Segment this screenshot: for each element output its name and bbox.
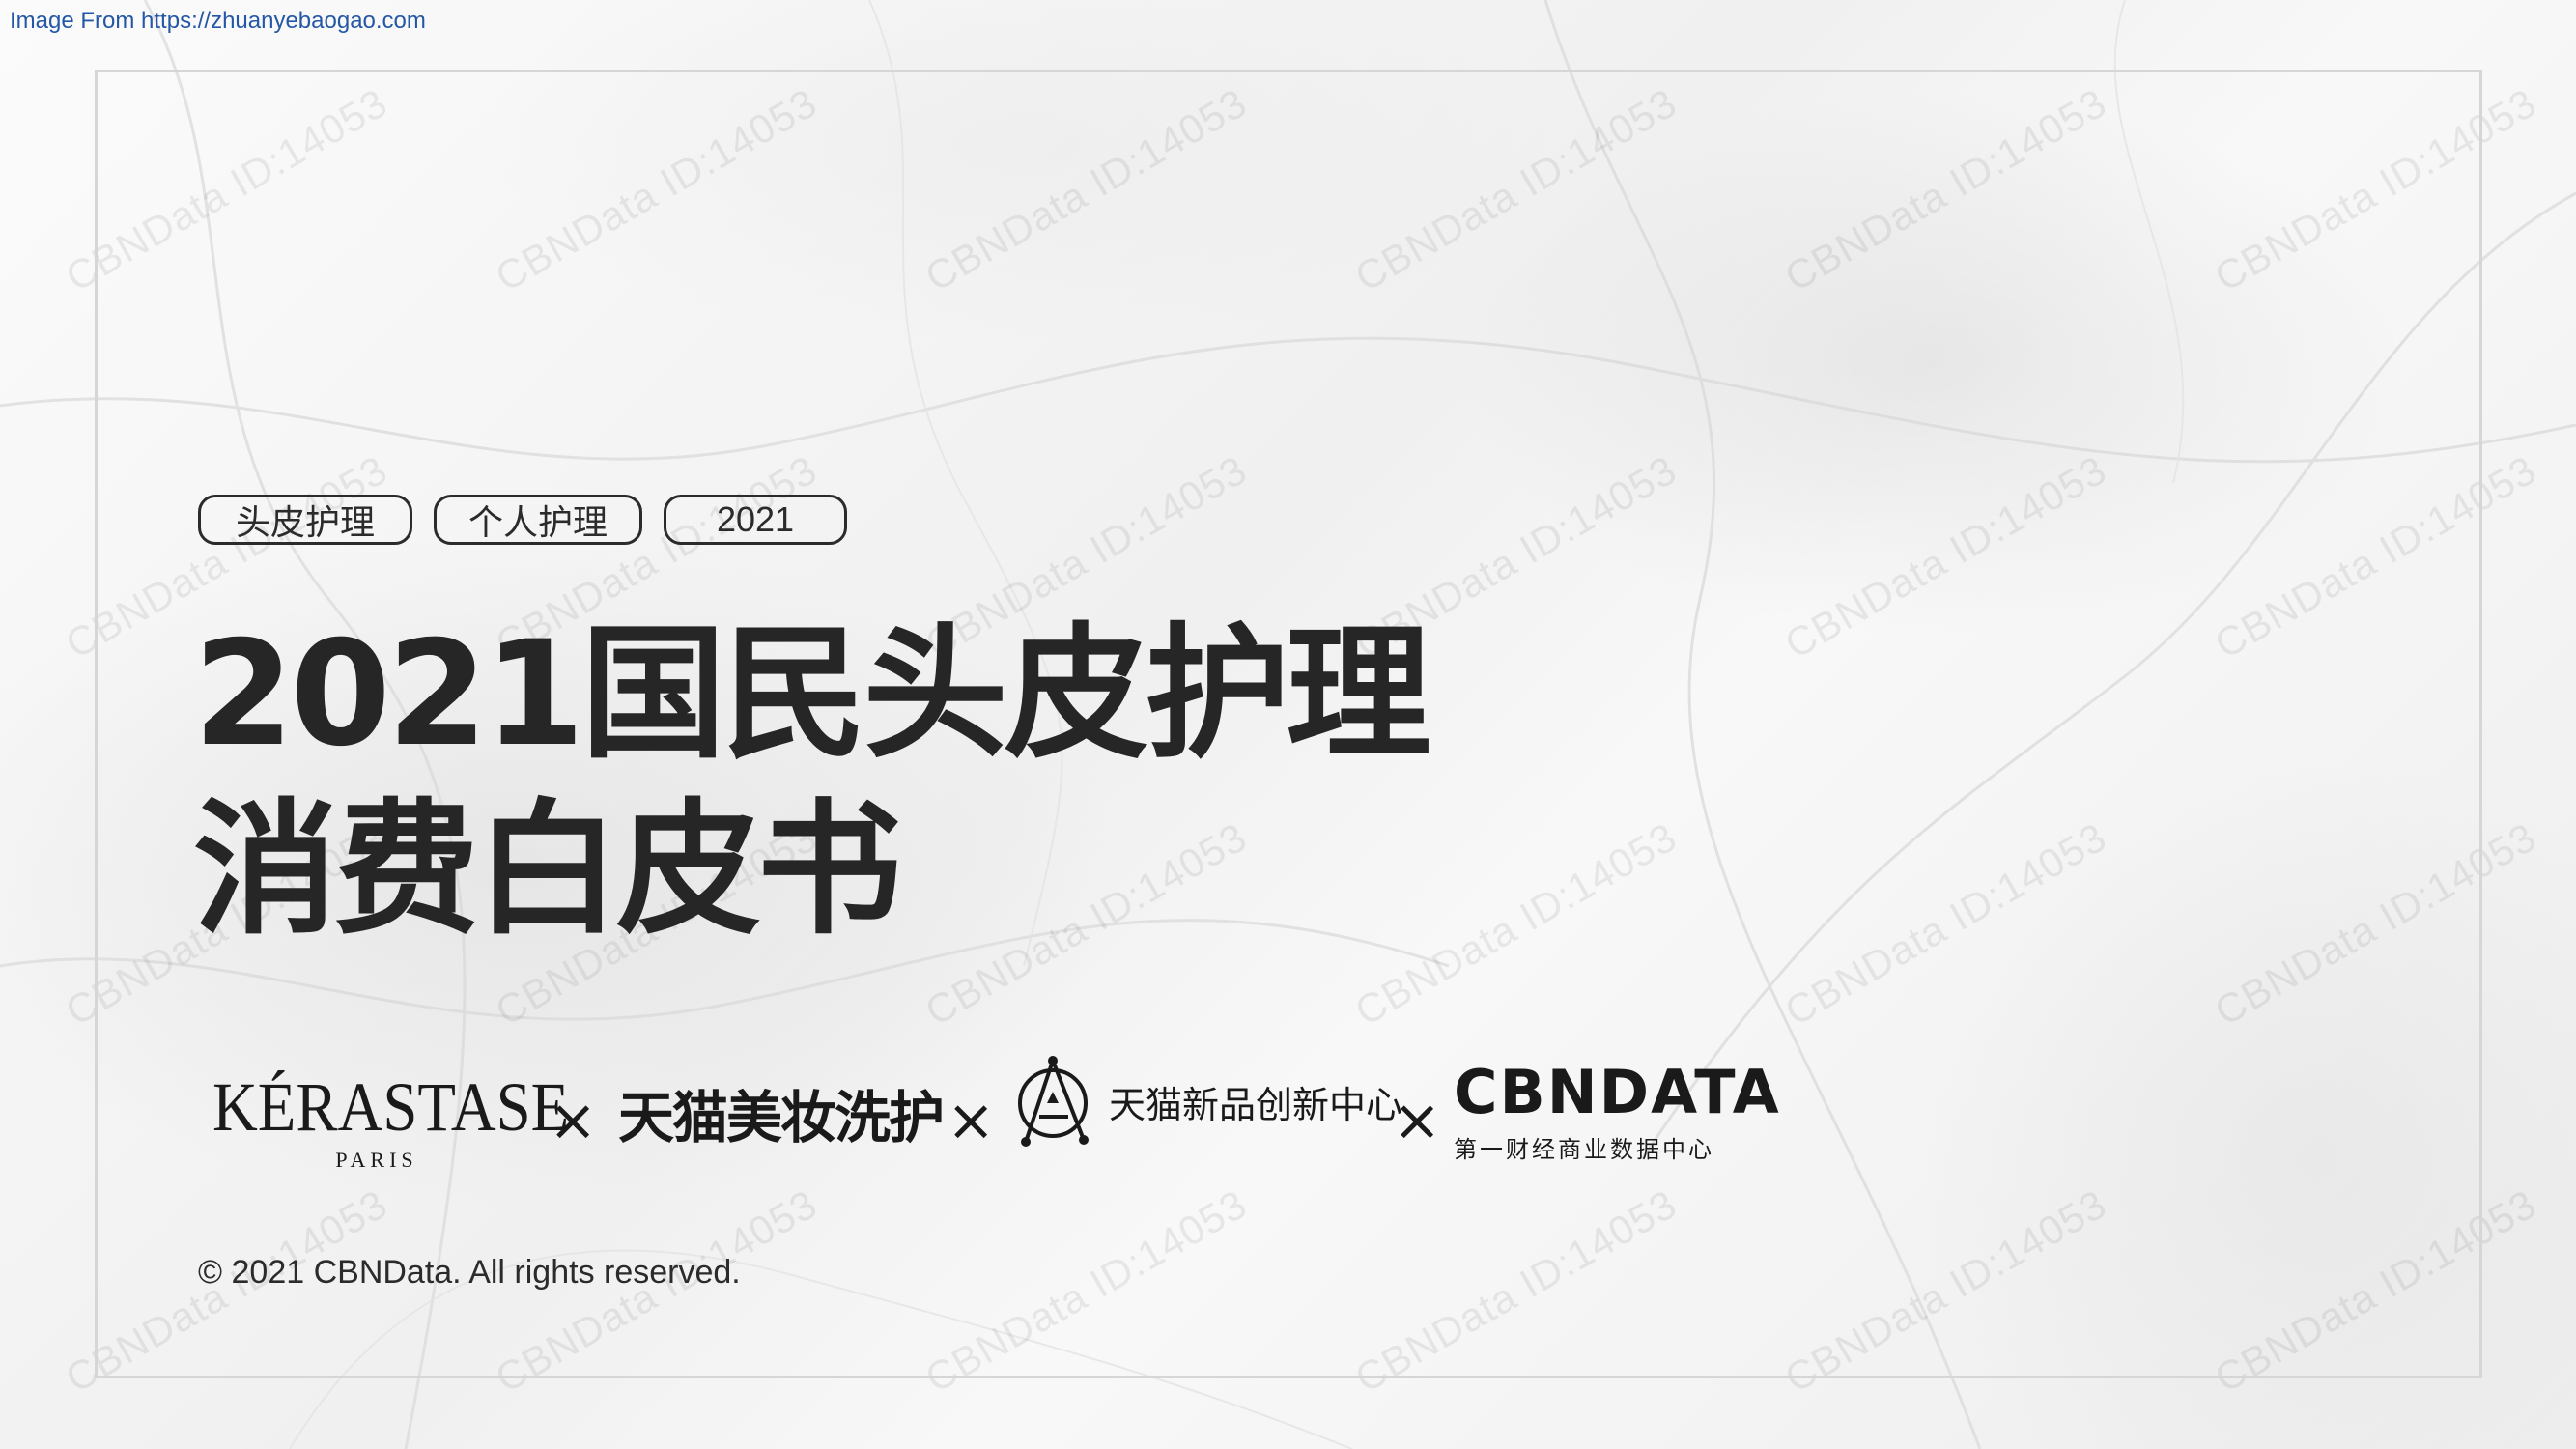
partner-logos: KÉRASTASE PARIS × 天猫美妆洗护 × 天猫新品创新中心 × CB… (212, 1053, 1779, 1179)
tag-personal-care: 个人护理 (434, 495, 642, 545)
source-link[interactable]: Image From https://zhuanyebaogao.com (10, 8, 426, 34)
report-title-line1: 2021国民头皮护理 (193, 611, 1430, 779)
cbndata-logo-sub: 第一财经商业数据中心 (1454, 1136, 1714, 1163)
tmic-logo-text: 天猫新品创新中心 (1109, 1083, 1403, 1126)
tmic-logo: 天猫新品创新中心 (1014, 1053, 1402, 1150)
copyright-notice: © 2021 CBNData. All rights reserved. (198, 1254, 741, 1291)
times-icon: × (549, 1087, 598, 1154)
kerastase-logo: KÉRASTASE PARIS (212, 1068, 570, 1173)
tmic-emblem-icon (1018, 1056, 1089, 1147)
tag-scalp-care: 头皮护理 (198, 495, 412, 545)
kerastase-logo-sub: PARIS (335, 1148, 418, 1172)
times-icon: × (947, 1087, 996, 1154)
kerastase-logo-name: KÉRASTASE (212, 1068, 570, 1146)
times-icon: × (1393, 1087, 1442, 1154)
cbndata-logo: CBNDATA 第一财经商业数据中心 (1454, 1063, 1781, 1164)
tag-list: 头皮护理 个人护理 2021 (198, 495, 847, 545)
tmall-beauty-logo: 天猫美妆洗护 (618, 1085, 945, 1151)
report-title-line2: 消费白皮书 (193, 786, 902, 954)
cbndata-logo-name: CBNDATA (1454, 1057, 1781, 1127)
content-frame (95, 70, 2482, 1378)
tag-year: 2021 (664, 495, 847, 545)
report-title: 2021国民头皮护理 消费白皮书 (193, 607, 1430, 958)
